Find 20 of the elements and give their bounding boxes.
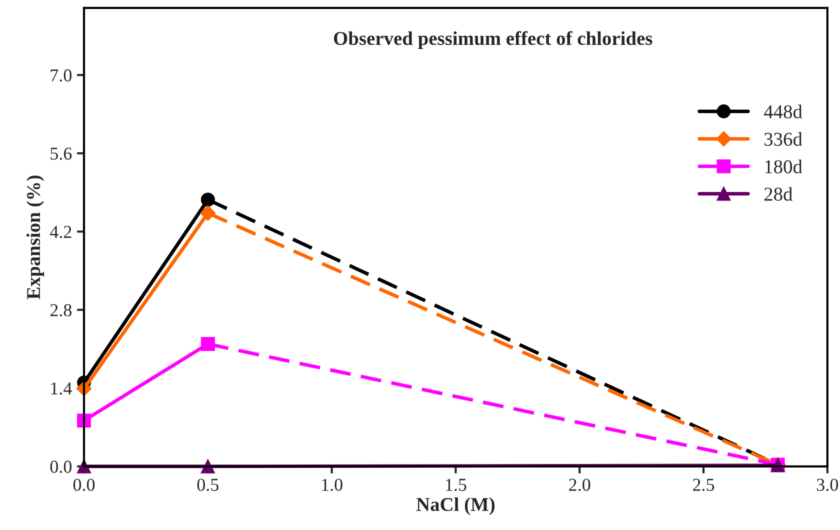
legend-label: 180d — [765, 160, 802, 174]
y-tick-label: 0.0 — [50, 460, 72, 473]
text: Observed pessimum effect of chlorides — [334, 31, 652, 49]
x-tick-label: 3.0 — [816, 478, 838, 491]
x-tick-label: 1.0 — [322, 478, 342, 491]
x-tick-label: 1.5 — [446, 478, 466, 491]
y-tick-label: 7.0 — [50, 69, 72, 82]
y-tick-label: 1.4 — [51, 382, 72, 395]
legend-label: 448d — [764, 104, 802, 118]
y-axis-title: Expansion (%) — [26, 176, 44, 300]
legend-label: 28d — [764, 187, 793, 201]
x-axis-title: NaCl (M) — [416, 497, 495, 515]
legend-label: 336d — [764, 132, 802, 146]
x-tick-label: 0.5 — [197, 478, 218, 491]
y-tick-label: 5.6 — [50, 148, 72, 160]
x-tick-label: 2.5 — [693, 478, 714, 491]
x-tick-label: 0.0 — [73, 478, 95, 491]
x-tick-label: 2.0 — [569, 478, 590, 491]
y-tick-label: 4.2 — [50, 226, 72, 238]
y-tick-label: 2.8 — [50, 304, 72, 316]
